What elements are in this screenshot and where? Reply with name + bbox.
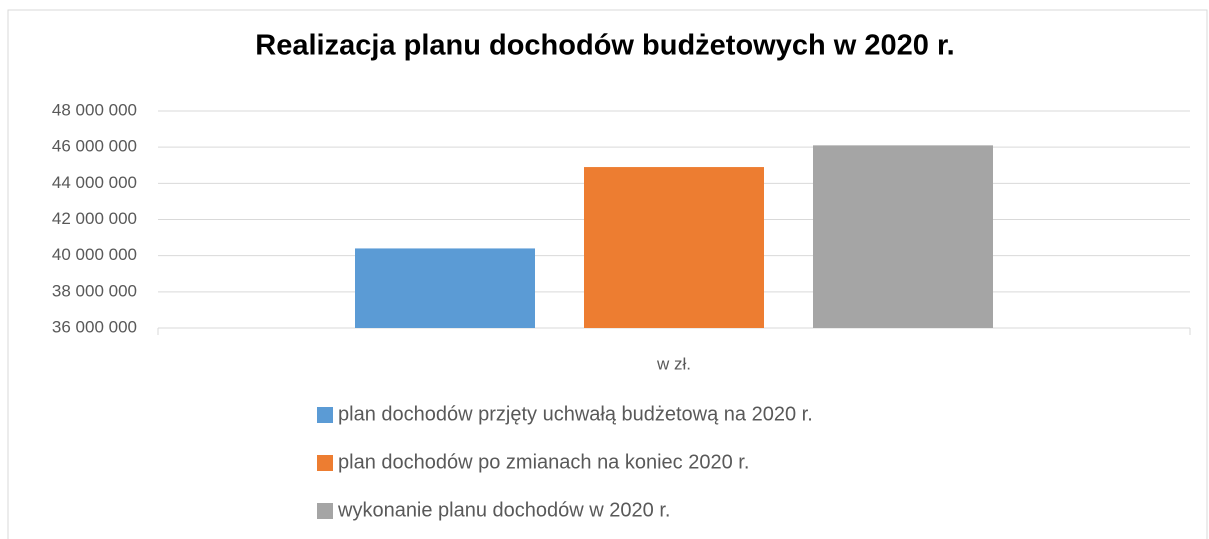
- y-tick-label: 36 000 000: [52, 317, 137, 336]
- y-tick-label: 42 000 000: [52, 209, 137, 228]
- y-tick-label: 44 000 000: [52, 173, 137, 192]
- legend-label: plan dochodów po zmianach na koniec 2020…: [338, 451, 749, 473]
- y-tick-label: 48 000 000: [52, 100, 137, 119]
- legend-label: plan dochodów przjęty uchwałą budżetową …: [338, 403, 813, 425]
- chart-frame: [7, 9, 1208, 539]
- bar: [813, 145, 993, 328]
- chart-title: Realizacja planu dochodów budżetowych w …: [255, 30, 954, 62]
- y-tick-label: 38 000 000: [52, 281, 137, 300]
- x-tick-label: w zł.: [656, 354, 691, 373]
- bar: [355, 248, 535, 328]
- legend-label: wykonanie planu dochodów w 2020 r.: [337, 499, 670, 521]
- legend-marker: [317, 407, 333, 423]
- legend-marker: [317, 503, 333, 519]
- y-tick-label: 46 000 000: [52, 137, 137, 156]
- legend-marker: [317, 455, 333, 471]
- y-tick-label: 40 000 000: [52, 245, 137, 264]
- bar: [584, 167, 764, 328]
